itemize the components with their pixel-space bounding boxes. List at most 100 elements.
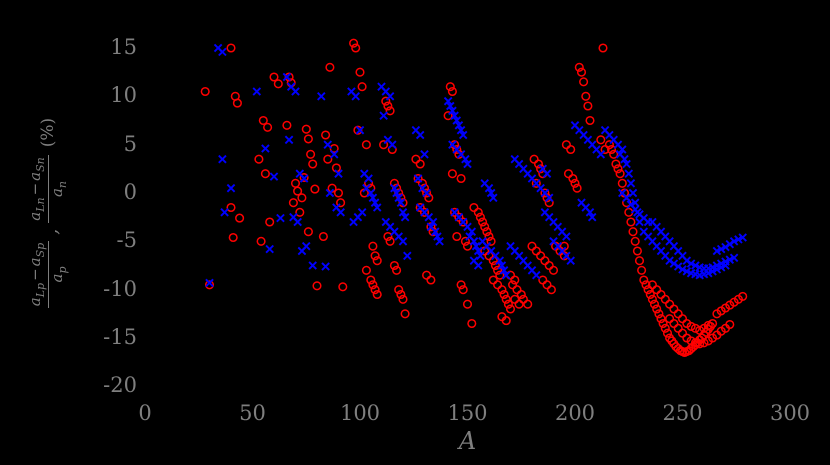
- x-tick-label: 250: [662, 401, 703, 425]
- y-tick-label: 10: [110, 83, 137, 108]
- data-point-x: [461, 154, 470, 164]
- data-point-circle: [452, 144, 462, 155]
- data-point-circle: [637, 265, 647, 275]
- x-tick-label: 200: [554, 401, 596, 425]
- data-point-x: [323, 140, 333, 149]
- data-point-circle: [338, 282, 348, 292]
- data-point-circle: [426, 275, 436, 285]
- data-point-circle: [695, 339, 705, 349]
- data-point-circle: [649, 299, 660, 309]
- data-point-circle: [677, 328, 688, 338]
- data-point-circle: [531, 246, 541, 256]
- fraction-denominator: ap: [48, 266, 69, 283]
- data-point-circle: [529, 154, 539, 164]
- data-point-circle: [536, 251, 546, 261]
- data-point-circle: [538, 275, 548, 285]
- data-point-circle: [366, 275, 376, 285]
- data-point-x: [630, 198, 640, 207]
- data-point-circle: [301, 124, 311, 134]
- data-point-circle: [351, 43, 361, 53]
- y-label-fraction-proton: aLp−aSp ap: [26, 240, 69, 309]
- data-point-x: [398, 208, 408, 217]
- data-point-circle: [639, 275, 649, 285]
- data-point-circle: [445, 82, 455, 92]
- data-point-x: [738, 233, 747, 242]
- data-point-x: [387, 140, 397, 149]
- data-point-circle: [581, 91, 591, 101]
- data-point-circle: [232, 98, 242, 108]
- data-point-circle: [566, 144, 576, 155]
- data-point-circle: [501, 316, 511, 326]
- data-point-x: [729, 253, 739, 263]
- data-point-x: [252, 87, 262, 96]
- data-point-circle: [484, 231, 494, 242]
- data-point-circle: [652, 285, 662, 295]
- data-point-circle: [254, 154, 264, 164]
- data-point-circle: [611, 159, 621, 169]
- data-point-circle: [482, 227, 492, 237]
- data-point-circle: [310, 184, 320, 194]
- data-point-circle: [546, 285, 556, 295]
- data-point-x: [618, 145, 627, 154]
- data-point-circle: [447, 86, 457, 97]
- data-point-circle: [536, 164, 546, 174]
- data-point-x: [458, 130, 468, 140]
- data-point-circle: [303, 227, 313, 237]
- data-point-circle: [290, 178, 301, 188]
- data-point-circle: [645, 289, 655, 300]
- data-point-circle: [312, 281, 322, 291]
- data-point-x: [291, 87, 300, 96]
- data-point-circle: [396, 289, 406, 300]
- data-point-x: [463, 159, 472, 169]
- data-point-circle: [355, 67, 365, 77]
- data-point-circle: [303, 134, 313, 144]
- data-point-circle: [318, 231, 328, 242]
- data-point-x: [622, 193, 631, 203]
- data-point-x: [484, 183, 494, 193]
- data-point-x: [620, 154, 629, 164]
- data-point-x: [489, 193, 498, 203]
- data-point-circle: [458, 217, 468, 227]
- fraction-denominator: an: [48, 180, 69, 198]
- data-point-x: [665, 256, 674, 265]
- data-point-x: [351, 92, 360, 101]
- data-point-circle: [686, 336, 696, 346]
- x-tick-label: 50: [239, 401, 266, 425]
- data-point-x: [403, 251, 412, 261]
- data-point-circle: [325, 62, 335, 72]
- data-point-x: [622, 159, 631, 169]
- data-point-circle: [665, 314, 675, 324]
- data-point-circle: [510, 294, 520, 304]
- data-point-x: [261, 144, 270, 153]
- data-point-x: [721, 257, 730, 266]
- data-point-x: [398, 237, 408, 246]
- data-point-circle: [469, 202, 479, 213]
- y-label-fraction-neutron: aLn−aSn an: [26, 155, 69, 223]
- data-point-circle: [598, 43, 608, 53]
- data-point-x: [624, 169, 634, 178]
- data-point-x: [226, 183, 236, 193]
- data-point-x: [626, 179, 636, 188]
- data-point-x: [325, 188, 335, 198]
- data-point-x: [497, 261, 507, 270]
- data-point-circle: [499, 289, 509, 300]
- data-point-circle: [626, 217, 636, 227]
- y-tick-label: 0: [123, 180, 137, 204]
- data-point-circle: [200, 86, 210, 97]
- data-point-circle: [394, 285, 404, 295]
- data-point-x: [716, 244, 726, 254]
- data-point-x: [443, 96, 453, 106]
- y-tick-label: -10: [103, 276, 137, 301]
- data-point-circle: [613, 164, 623, 174]
- data-point-x: [467, 227, 477, 236]
- data-point-circle: [480, 222, 490, 232]
- data-point-circle: [398, 198, 408, 208]
- data-point-circle: [523, 299, 533, 309]
- data-point-circle: [495, 270, 505, 280]
- data-point-x: [469, 237, 479, 246]
- data-point-circle: [349, 38, 359, 48]
- data-point-circle: [596, 135, 606, 145]
- data-point-circle: [475, 212, 485, 222]
- data-point-x: [435, 237, 444, 246]
- data-point-circle: [368, 241, 378, 251]
